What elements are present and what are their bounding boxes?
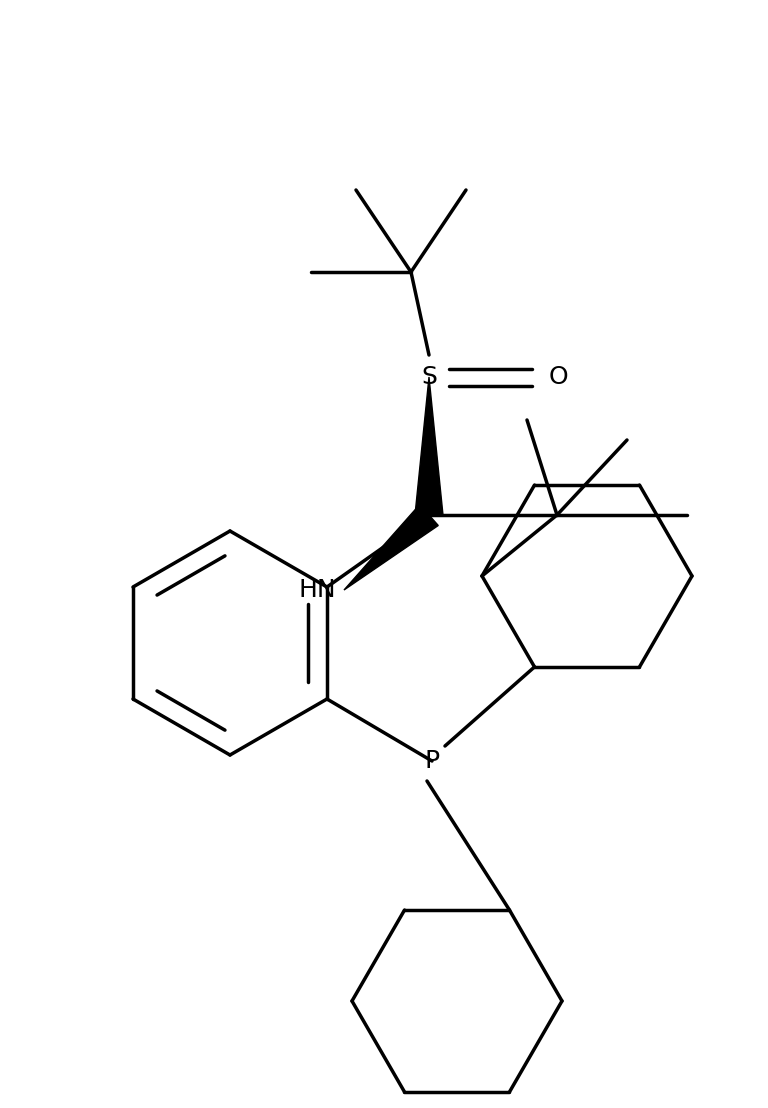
Text: O: O [549, 365, 568, 389]
Text: HN: HN [299, 578, 336, 602]
Polygon shape [415, 377, 443, 515]
Text: S: S [421, 365, 437, 389]
Polygon shape [344, 504, 439, 589]
Text: P: P [425, 749, 439, 773]
